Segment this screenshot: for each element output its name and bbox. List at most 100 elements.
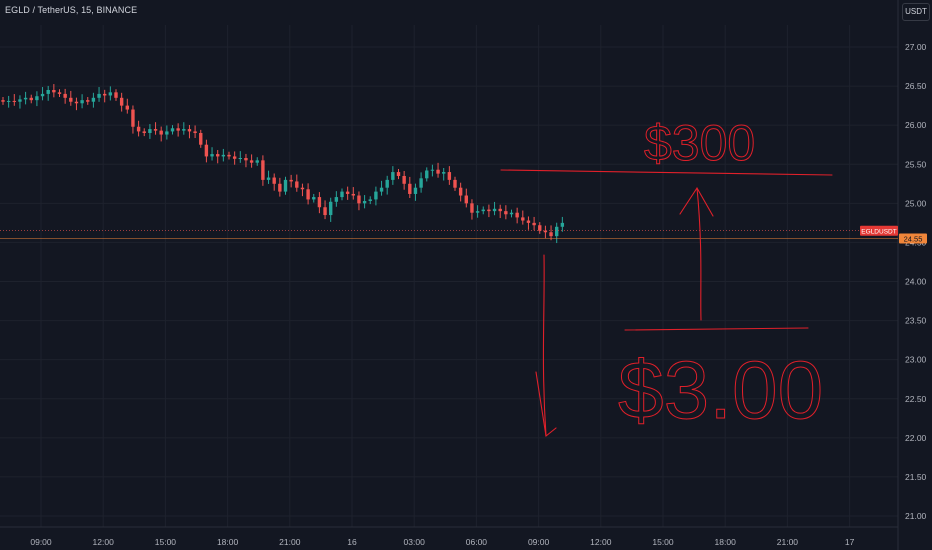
candle-body xyxy=(159,130,163,135)
candle-body xyxy=(103,93,107,96)
candle-body xyxy=(312,197,316,200)
candle-body xyxy=(447,172,452,180)
candle-body xyxy=(238,157,242,159)
target-down-label: $3.00 xyxy=(618,345,823,436)
candle-body xyxy=(18,99,22,102)
candle-body xyxy=(345,191,350,194)
candle-body xyxy=(526,220,531,223)
y-tick-label: 22.00 xyxy=(905,433,927,443)
candle-body xyxy=(329,201,333,216)
x-tick-label: 17 xyxy=(845,537,855,547)
candle-body xyxy=(119,97,124,106)
candle-body xyxy=(323,207,327,216)
candle-body xyxy=(12,100,16,102)
candle-body xyxy=(244,157,248,161)
candle-body xyxy=(182,129,186,131)
arrow-down-head xyxy=(535,371,557,438)
candle-body xyxy=(57,92,62,94)
x-tick-label: 15:00 xyxy=(652,537,674,547)
candle-body xyxy=(232,156,237,159)
candle-body xyxy=(538,225,542,231)
candle-body xyxy=(334,197,339,202)
x-tick-label: 21:00 xyxy=(777,537,799,547)
candle-body xyxy=(153,129,158,131)
candle-body xyxy=(86,100,90,102)
current-price-label: 24.55 xyxy=(904,235,923,244)
currency-button[interactable]: USDT xyxy=(902,3,930,21)
candle-body xyxy=(221,154,226,157)
candle-body xyxy=(396,172,401,176)
candle-body xyxy=(351,193,355,196)
candle-body xyxy=(216,154,220,157)
candles xyxy=(1,84,565,244)
price-lines: EGLDUSDT 24.55 xyxy=(0,225,927,244)
candle-body xyxy=(108,92,113,96)
candle-body xyxy=(419,178,423,188)
candle-body xyxy=(379,187,384,192)
candle-body xyxy=(114,92,118,98)
x-tick-label: 21:00 xyxy=(279,537,301,547)
candle-body xyxy=(504,211,508,215)
candle-body xyxy=(289,179,293,182)
candle-body xyxy=(532,222,536,226)
candle-body xyxy=(458,187,463,196)
x-tick-label: 03:00 xyxy=(404,537,426,547)
candle-body xyxy=(362,200,367,204)
candle-body xyxy=(63,93,67,98)
candle-body xyxy=(481,209,485,212)
x-tick-label: 18:00 xyxy=(715,537,737,547)
y-tick-label: 26.50 xyxy=(905,81,927,91)
candle-body xyxy=(176,128,180,131)
candle-body xyxy=(261,160,265,180)
candle-body xyxy=(442,172,446,174)
candle-body xyxy=(204,144,209,157)
y-tick-label: 22.50 xyxy=(905,394,927,404)
candle-body xyxy=(515,212,519,218)
y-tick-label: 23.00 xyxy=(905,355,927,365)
candle-body xyxy=(80,100,84,104)
candle-body xyxy=(475,211,480,213)
candle-body xyxy=(199,132,203,145)
y-axis: 21.0021.5022.0022.5023.0023.5024.0024.50… xyxy=(905,42,927,521)
candle-body xyxy=(142,131,146,133)
candle-body xyxy=(283,179,288,192)
chart-grid xyxy=(0,0,899,550)
candle-body xyxy=(278,183,282,192)
candle-body xyxy=(368,199,372,201)
candle-body xyxy=(487,209,491,212)
candle-body xyxy=(543,230,548,233)
candle-body xyxy=(249,160,254,163)
candle-body xyxy=(131,109,135,127)
symbol-price-badge xyxy=(860,225,898,236)
candle-body xyxy=(148,129,152,133)
candle-body xyxy=(402,175,406,184)
target-up-label: $300 xyxy=(644,115,755,171)
candle-body xyxy=(374,191,378,200)
arrow-down-shaft xyxy=(542,254,547,437)
candle-body xyxy=(227,154,231,157)
candle-body xyxy=(69,97,73,102)
candle-body xyxy=(52,89,56,93)
candle-body xyxy=(40,93,45,97)
x-tick-label: 09:00 xyxy=(30,537,52,547)
candle-body xyxy=(210,154,214,157)
y-tick-label: 27.00 xyxy=(905,42,927,52)
x-tick-label: 09:00 xyxy=(528,537,550,547)
candle-body xyxy=(413,187,418,194)
candle-body xyxy=(521,217,525,221)
y-tick-label: 23.50 xyxy=(905,316,927,326)
y-tick-label: 26.00 xyxy=(905,120,927,130)
candle-body xyxy=(555,226,559,237)
candle-body xyxy=(549,232,553,237)
candle-body xyxy=(272,177,276,184)
candle-body xyxy=(74,101,79,104)
candle-body xyxy=(357,195,361,204)
x-tick-label: 06:00 xyxy=(466,537,488,547)
candle-body xyxy=(255,160,259,163)
candle-body xyxy=(560,222,565,227)
candle-body xyxy=(295,181,299,188)
candle-body xyxy=(170,128,175,132)
symbol-title: EGLD / TetherUS, 15, BINANCE xyxy=(5,5,138,15)
candle-body xyxy=(125,105,129,110)
